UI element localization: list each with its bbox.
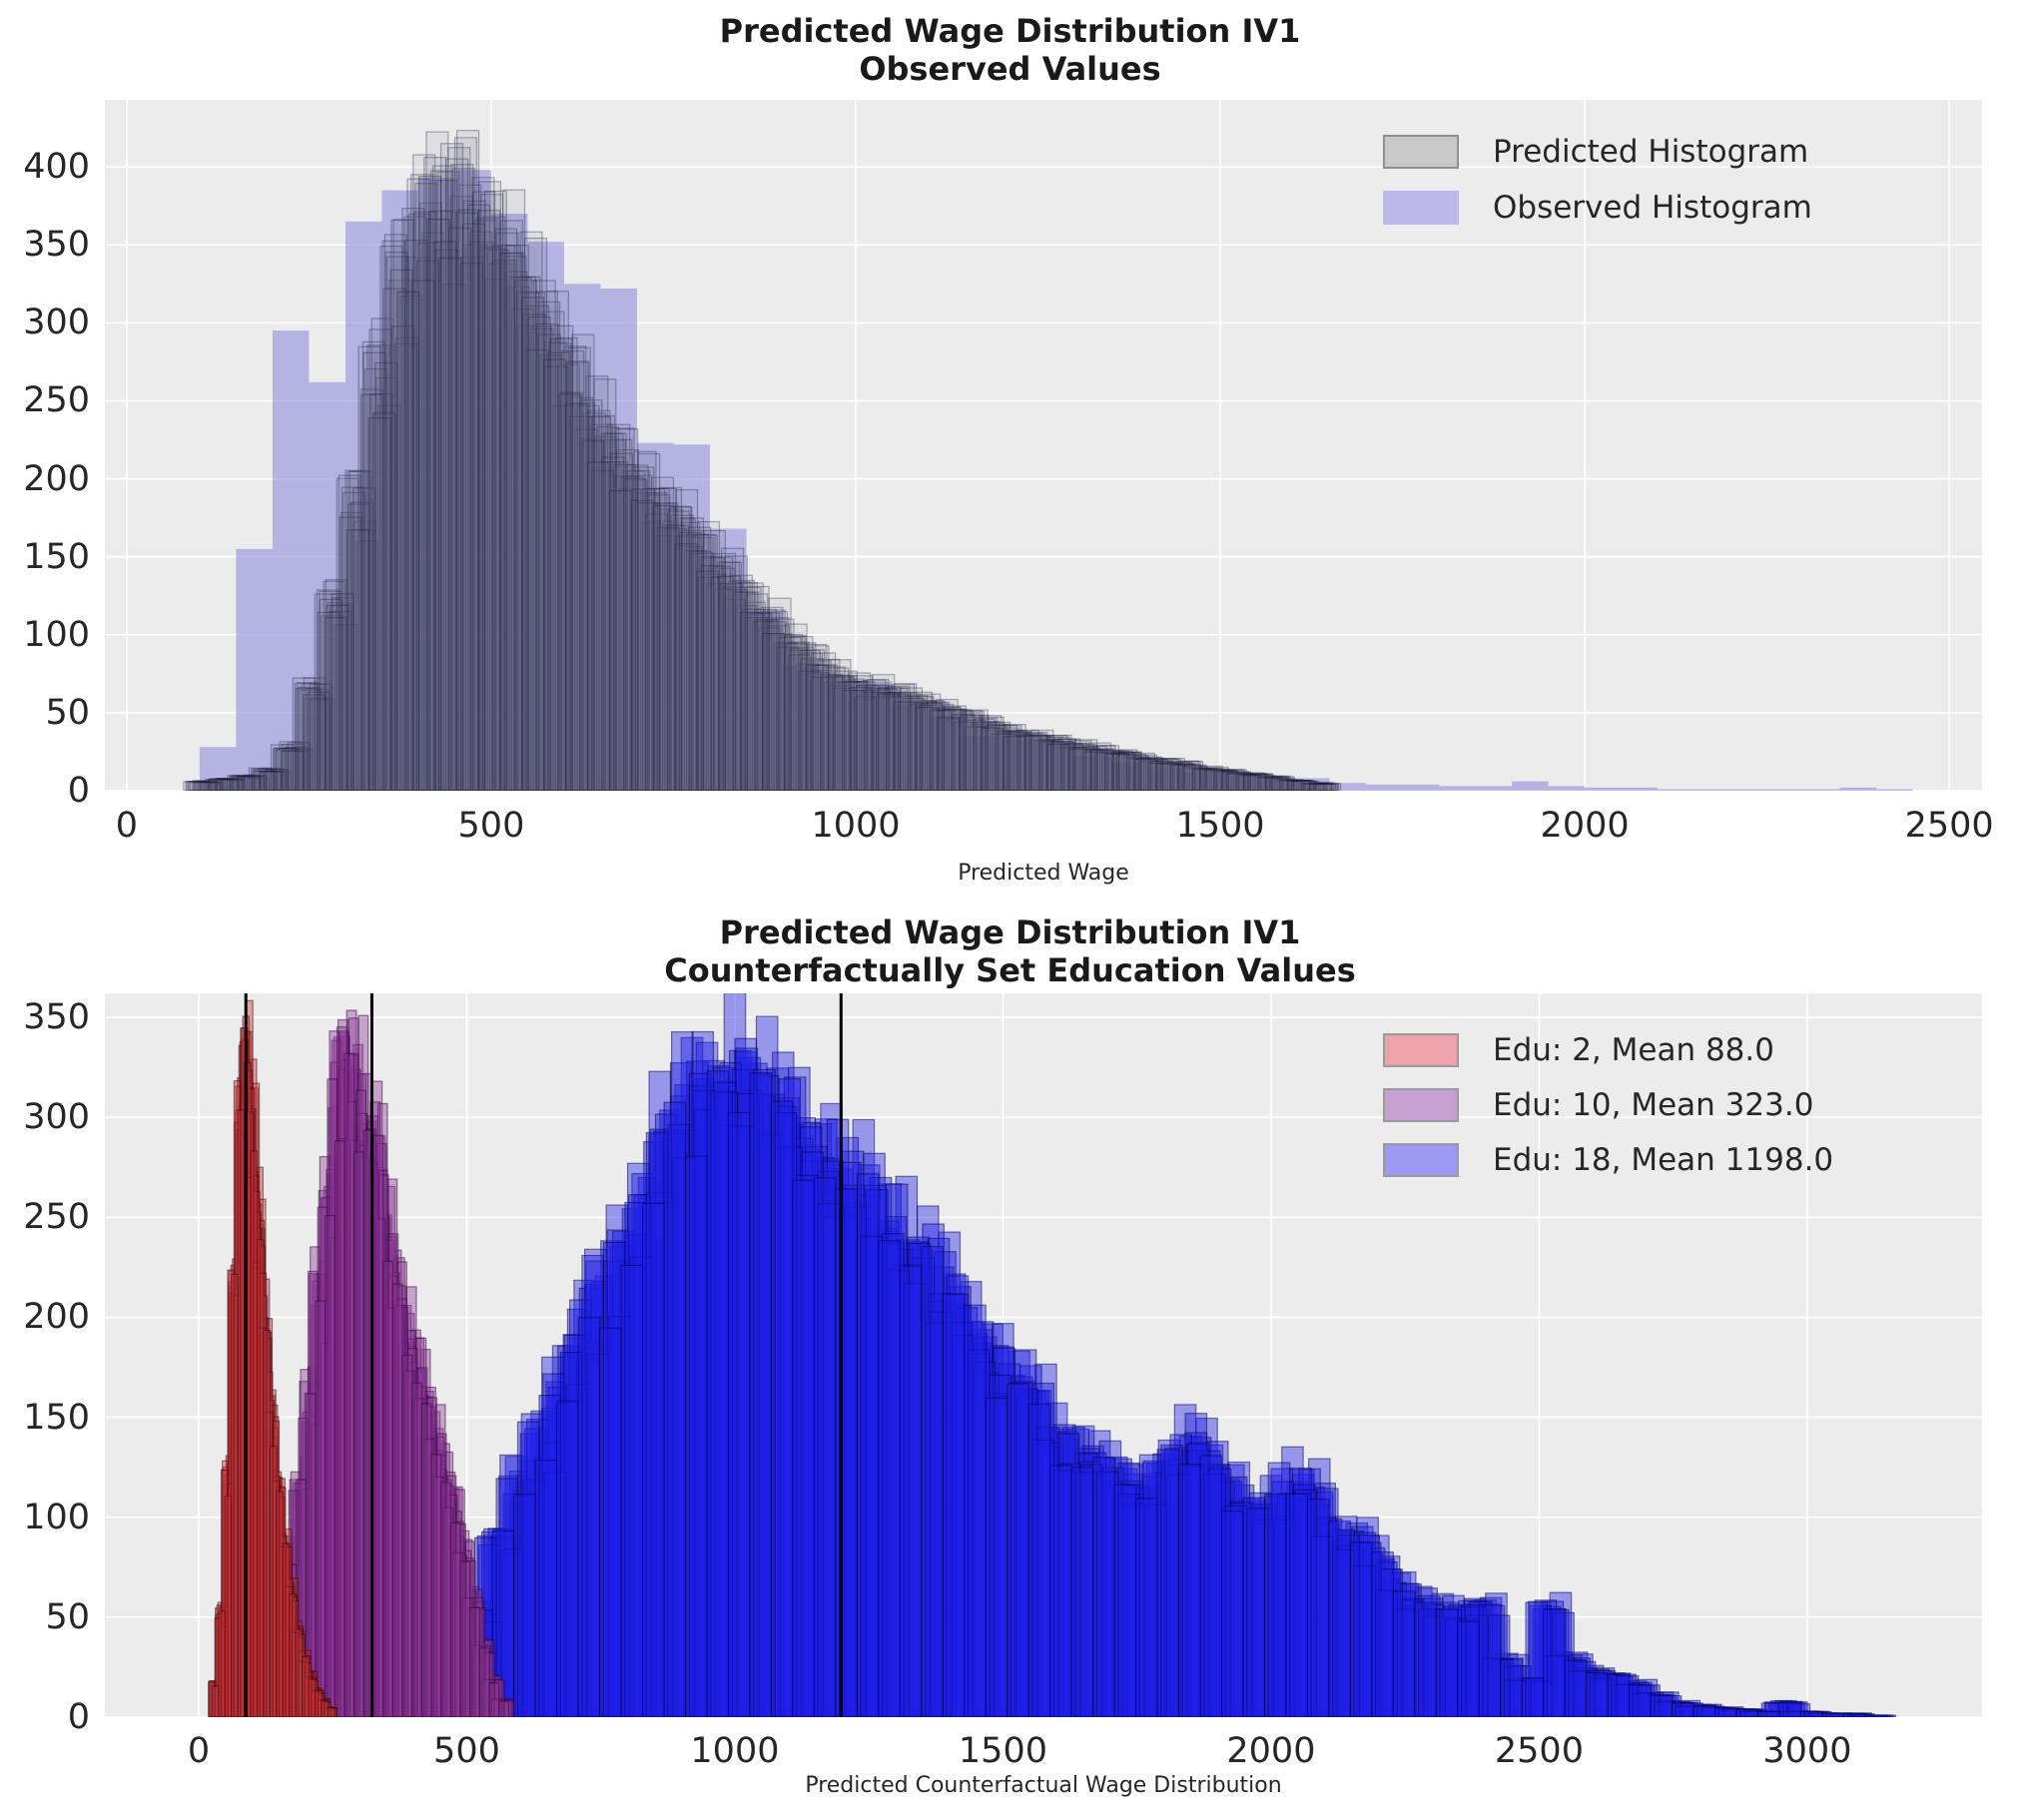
bottom-chart-title-line1: Predicted Wage Distribution IV1 [719,913,1301,951]
legend-item-observed-histogram: Observed Histogram [1383,188,1812,228]
x-tick-label: 1000 [811,806,901,846]
y-tick-label: 400 [23,147,90,188]
legend-label: Edu: 10, Mean 323.0 [1493,1087,1814,1123]
y-tick-label: 200 [23,458,90,499]
observed-histogram-swatch [1383,191,1459,225]
bottom-chart-plot-area [105,993,1982,1717]
y-tick-label: 0 [67,1697,90,1737]
x-tick-label: 2500 [1904,806,1994,846]
y-tick-label: 250 [23,1197,90,1238]
x-tick-label: 2000 [1540,806,1630,846]
top-chart-title-line1: Predicted Wage Distribution IV1 [719,12,1301,50]
bottom-chart-x-axis-label: Predicted Counterfactual Wage Distributi… [805,1773,1282,1798]
y-tick-label: 100 [23,614,90,655]
y-tick-label: 300 [23,303,90,343]
y-tick-label: 150 [23,536,90,577]
y-tick-label: 150 [23,1397,90,1438]
x-tick-label: 1000 [690,1731,780,1771]
top-chart-title-line2: Observed Values [859,50,1161,88]
x-tick-label: 2000 [1226,1731,1316,1771]
y-tick-label: 200 [23,1297,90,1338]
legend-label: Edu: 2, Mean 88.0 [1493,1032,1774,1068]
top-chart-x-axis-label: Predicted Wage [958,861,1129,886]
y-tick-label: 50 [45,692,90,733]
x-tick-label: 500 [433,1731,500,1771]
predicted-histogram-swatch [1383,135,1459,169]
x-tick-label: 3000 [1762,1731,1852,1771]
y-tick-label: 50 [45,1596,90,1637]
legend-item-edu-10: Edu: 10, Mean 323.0 [1383,1085,1813,1125]
legend-item-predicted-histogram: Predicted Histogram [1383,132,1808,172]
bottom-chart-title-line2: Counterfactually Set Education Values [664,951,1356,989]
top-chart-plot-area [105,100,1982,791]
x-tick-label: 0 [187,1731,211,1771]
y-tick-label: 250 [23,380,90,421]
x-tick-label: 1500 [958,1731,1047,1771]
y-tick-label: 300 [23,1097,90,1138]
legend-label: Predicted Histogram [1493,134,1809,170]
x-tick-label: 1500 [1175,806,1265,846]
legend-label: Observed Histogram [1493,190,1812,226]
legend-label: Edu: 18, Mean 1198.0 [1493,1142,1834,1178]
x-tick-label: 500 [457,806,525,846]
y-tick-label: 0 [67,771,90,811]
edu-10-swatch [1383,1088,1459,1122]
edu-2-swatch [1383,1033,1459,1067]
y-tick-label: 350 [23,997,90,1038]
legend-item-edu-2: Edu: 2, Mean 88.0 [1383,1030,1774,1070]
legend-item-edu-18: Edu: 18, Mean 1198.0 [1383,1140,1833,1180]
y-tick-label: 100 [23,1497,90,1537]
edu-18-swatch [1383,1143,1459,1177]
x-tick-label: 0 [115,806,139,846]
y-tick-label: 350 [23,225,90,266]
x-tick-label: 2500 [1494,1731,1584,1771]
